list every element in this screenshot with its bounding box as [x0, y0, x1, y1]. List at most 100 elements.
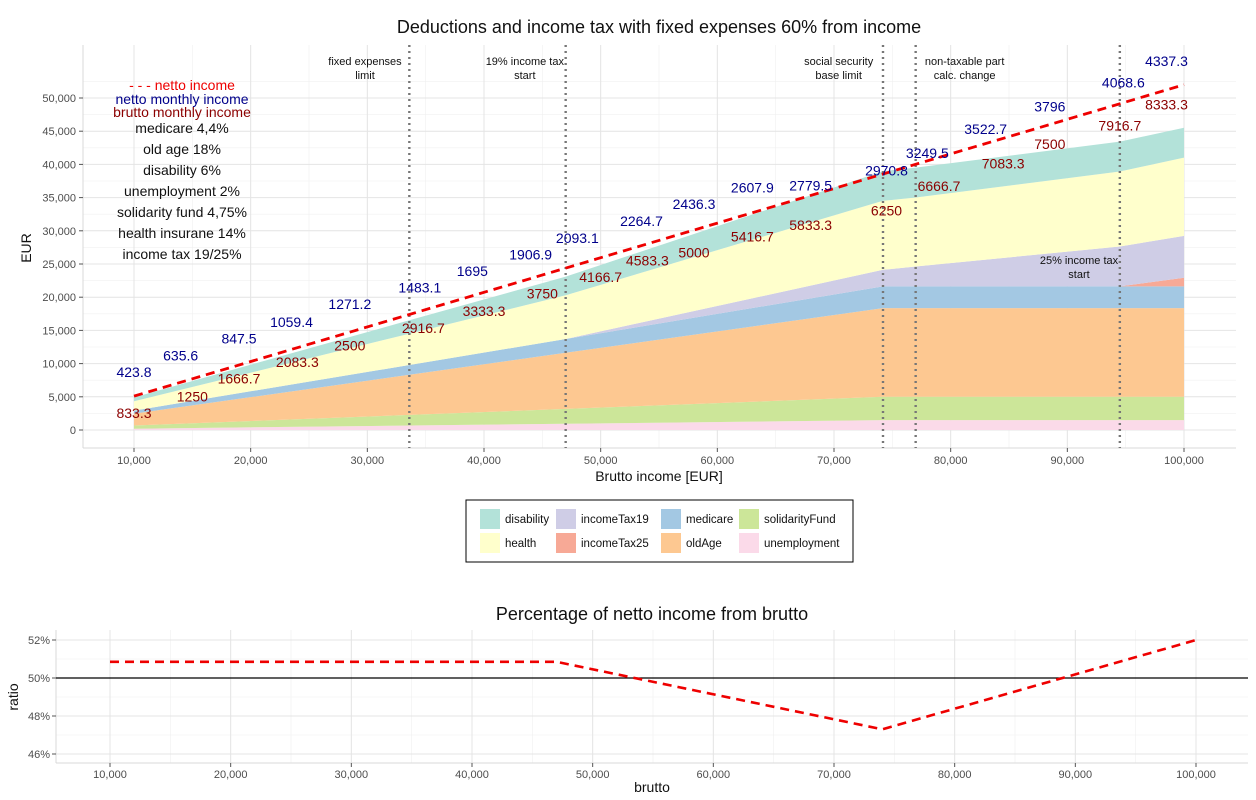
legend-swatch-oldAge [661, 533, 681, 553]
legend-label-unemployment: unemployment [764, 538, 840, 550]
bottom-y-tick-label: 52% [28, 635, 50, 647]
top-x-ticks: 10,000 20,000 30,000 40,000 50,000 60,000 70,0… [117, 448, 1204, 467]
top-y-tick-label: 50,000 [42, 93, 76, 105]
info-rate-disability: disability 6% [143, 162, 221, 178]
top-y-tick-label: 30,000 [42, 226, 76, 238]
brutto-monthly-label: 7916.7 [1098, 118, 1141, 134]
brutto-monthly-label: 1666.7 [218, 371, 261, 387]
area-incomeTax19 [134, 235, 1184, 411]
brutto-monthly-label: 7083.3 [982, 155, 1025, 171]
top-vlines: fixed expenses limit 19% income tax start so… [328, 45, 1122, 448]
legend-box [465, 499, 854, 563]
legend-label-medicare: medicare [686, 514, 733, 526]
legend: disability health incomeTax19 incomeTax25 me… [465, 499, 854, 563]
bottom-x-tick-label: 80,000 [938, 769, 972, 781]
top-y-tick-label: 35,000 [42, 193, 76, 205]
brutto-monthly-label: 2500 [334, 337, 365, 353]
brutto-monthly-label: 833.3 [116, 405, 151, 421]
info-rate-solidarity: solidarity fund 4,75% [117, 204, 247, 220]
info-rate-health: health insurane 14% [118, 225, 246, 241]
top-y-tick-label: 15,000 [42, 325, 76, 337]
bottom-y-ticks: 46% 48% 50% 52% [28, 635, 56, 761]
vline-label-1-0: 19% income tax [486, 56, 565, 68]
brutto-monthly-label: 2916.7 [402, 320, 445, 336]
info-netto-income: - - - netto income [129, 77, 235, 93]
brutto-monthly-label: 6666.7 [918, 178, 961, 194]
vline-label-2-0: social security [804, 56, 874, 68]
top-x-tick-label: 60,000 [701, 455, 735, 467]
info-brutto-monthly: brutto monthly income [113, 104, 251, 120]
top-y-axis-title: EUR [18, 233, 34, 263]
netto-income-line [133, 83, 1185, 398]
netto-monthly-label: 2093.1 [556, 230, 599, 246]
netto-monthly-label: 1059.4 [270, 314, 313, 330]
bottom-x-tick-label: 30,000 [335, 769, 369, 781]
bottom-x-tick-label: 50,000 [576, 769, 610, 781]
bottom-x-tick-label: 70,000 [817, 769, 851, 781]
bottom-x-tick-label: 40,000 [455, 769, 489, 781]
bottom-chart: Percentage of netto income from brutto 1… [5, 604, 1248, 795]
bottom-y-tick-label: 48% [28, 711, 50, 723]
legend-items: disability health incomeTax19 incomeTax25 me… [480, 509, 840, 553]
bottom-panel-background [56, 630, 1248, 763]
legend-label-incomeTax19: incomeTax19 [581, 514, 649, 526]
top-netto-line [133, 83, 1185, 398]
brutto-monthly-label: 8333.3 [1145, 96, 1188, 112]
brutto-monthly-label: 5416.7 [731, 228, 774, 244]
vline-label-0-1: limit [355, 70, 375, 82]
area-unemployment [134, 420, 1184, 430]
legend-swatch-incomeTax25 [556, 533, 576, 553]
area-health [134, 157, 1184, 411]
top-value-labels: 423.8 635.6 847.5 1059.4 1271.2 1483.1 1695 190… [116, 53, 1188, 421]
bottom-x-tick-label: 100,000 [1176, 769, 1216, 781]
top-y-tick-label: 25,000 [42, 259, 76, 271]
brutto-monthly-label: 1250 [177, 388, 208, 404]
legend-swatch-solidarityFund [739, 509, 759, 529]
bottom-y-axis-title: ratio [5, 683, 21, 710]
top-x-tick-label: 80,000 [934, 455, 968, 467]
netto-monthly-label: 1483.1 [398, 280, 441, 296]
legend-label-incomeTax25: incomeTax25 [581, 538, 649, 550]
vline-label-1-1: start [514, 70, 535, 82]
bottom-x-tick-label: 60,000 [697, 769, 731, 781]
vline-label-2-1: base limit [815, 70, 861, 82]
brutto-monthly-label: 4583.3 [626, 252, 669, 268]
vline-label-4-1: start [1068, 269, 1089, 281]
bottom-chart-title: Percentage of netto income from brutto [496, 604, 808, 624]
legend-swatch-incomeTax19 [556, 509, 576, 529]
top-y-tick-label: 5,000 [48, 392, 76, 404]
vline-label-0-0: fixed expenses [328, 56, 402, 68]
info-rate-old-age: old age 18% [143, 141, 221, 157]
top-y-tick-label: 45,000 [42, 126, 76, 138]
brutto-monthly-label: 5000 [678, 244, 709, 260]
top-y-tick-label: 20,000 [42, 292, 76, 304]
bottom-x-tick-label: 10,000 [93, 769, 127, 781]
bottom-x-tick-label: 90,000 [1059, 769, 1093, 781]
top-x-tick-label: 90,000 [1051, 455, 1085, 467]
vline-label-3-1: calc. change [934, 70, 996, 82]
top-areas [134, 127, 1184, 430]
netto-monthly-label: 1906.9 [509, 246, 552, 262]
netto-monthly-label: 3249.5 [906, 145, 949, 161]
netto-monthly-label: 2607.9 [731, 179, 774, 195]
bottom-y-tick-label: 50% [28, 673, 50, 685]
bottom-x-tick-label: 20,000 [214, 769, 248, 781]
top-x-tick-label: 100,000 [1164, 455, 1204, 467]
top-chart: Deductions and income tax with fixed exp… [18, 17, 1236, 484]
legend-swatch-health [480, 533, 500, 553]
legend-swatch-disability [480, 509, 500, 529]
brutto-monthly-label: 4166.7 [579, 269, 622, 285]
netto-monthly-label: 3796 [1034, 98, 1065, 114]
area-solidarityFund [134, 396, 1184, 429]
netto-monthly-label: 4337.3 [1145, 53, 1188, 69]
bottom-grid [55, 630, 1248, 764]
top-x-tick-label: 10,000 [117, 455, 151, 467]
bottom-x-ticks: 10,000 20,000 30,000 40,000 50,000 60,000 70,0… [93, 763, 1216, 781]
brutto-monthly-label: 6250 [871, 203, 902, 219]
netto-monthly-label: 3522.7 [964, 121, 1007, 137]
brutto-monthly-label: 3333.3 [463, 303, 506, 319]
info-text-block: - - - netto income netto monthly income … [113, 77, 251, 262]
bottom-x-axis-title: brutto [634, 779, 670, 795]
brutto-monthly-label: 7500 [1034, 136, 1065, 152]
